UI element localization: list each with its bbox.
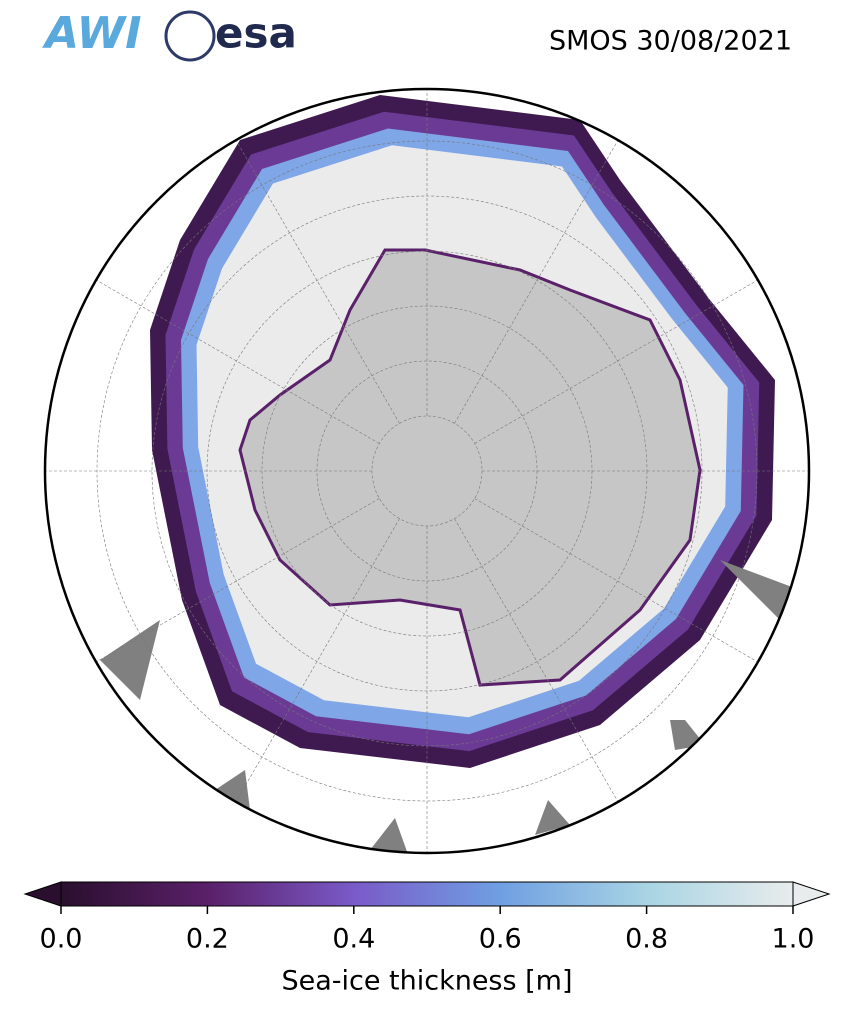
map-border	[43, 87, 811, 855]
colorbar-tick-label: 0.8	[625, 924, 668, 955]
colorbar-tick-label: 0.2	[186, 924, 229, 955]
title: SMOS 30/08/2021	[549, 26, 792, 57]
meridian	[89, 275, 380, 444]
colorbar-extend-high	[792, 881, 831, 907]
antarctica	[238, 248, 702, 687]
colorbar-extend-low	[23, 881, 62, 907]
esa-logo: esa	[215, 9, 297, 58]
colorbar-tick-label: 0.0	[40, 924, 83, 955]
graticule	[45, 89, 809, 853]
colorbar-label: Sea-ice thickness [m]	[281, 966, 572, 997]
colorbar-tick-label: 1.0	[772, 924, 815, 955]
meridian	[231, 133, 400, 424]
awi-logo: AWI	[42, 8, 142, 59]
meridian	[474, 275, 765, 444]
esa-emblem	[164, 10, 216, 62]
meridian	[474, 498, 765, 667]
colorbar	[23, 881, 831, 914]
meridian	[89, 498, 380, 667]
map	[45, 89, 809, 853]
meridian	[454, 133, 623, 424]
meridian	[454, 518, 623, 809]
colorbar-tick-label: 0.6	[479, 924, 522, 955]
meridian	[231, 518, 400, 809]
colorbar-tick-label: 0.4	[332, 924, 375, 955]
colorbar-bar	[60, 881, 794, 907]
